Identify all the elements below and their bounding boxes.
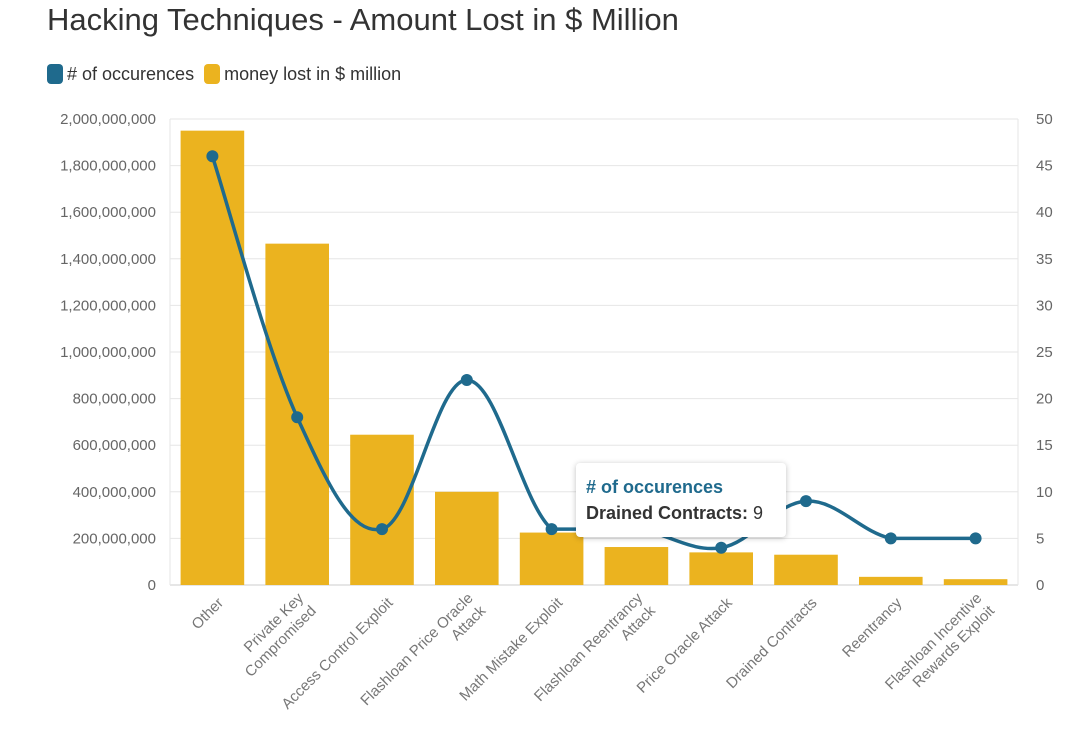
- x-tick-label: Other: [188, 595, 227, 634]
- legend-label-occurences: # of occurences: [67, 63, 195, 84]
- line-point: [715, 541, 728, 554]
- line-point: [291, 411, 304, 424]
- y-left-tick-label: 0: [148, 577, 156, 594]
- tooltip-label: Drained Contracts:: [586, 503, 749, 523]
- line-point: [206, 150, 219, 163]
- legend-swatch-occurences: [47, 64, 63, 84]
- y-right-tick-label: 50: [1036, 111, 1053, 128]
- y-right-tick-label: 15: [1036, 437, 1053, 454]
- y-left-tick-label: 1,600,000,000: [60, 204, 156, 221]
- y-right-tick-label: 0: [1036, 577, 1044, 594]
- bar: [519, 532, 584, 585]
- bar: [604, 547, 669, 585]
- bar: [859, 576, 923, 585]
- y-left-tick-label: 200,000,000: [73, 530, 156, 547]
- y-right-tick-label: 20: [1036, 391, 1053, 408]
- tooltip: # of occurences Drained Contracts: 9: [576, 463, 786, 537]
- y-left-tick-label: 800,000,000: [73, 391, 156, 408]
- bar: [943, 579, 1008, 585]
- y-right-tick-label: 30: [1036, 297, 1053, 314]
- line-point: [800, 495, 812, 508]
- bar: [774, 554, 838, 585]
- y-right-tick-label: 40: [1036, 204, 1053, 221]
- y-left-tick-label: 600,000,000: [73, 437, 156, 454]
- y-left-tick-label: 400,000,000: [73, 484, 156, 501]
- legend-item-money-lost[interactable]: money lost in $ million: [204, 64, 401, 85]
- y-left-tick-label: 1,000,000,000: [60, 344, 156, 361]
- line-point: [969, 532, 982, 545]
- bar: [689, 552, 753, 585]
- y-left-tick-label: 1,800,000,000: [60, 158, 156, 175]
- line-point: [376, 523, 388, 536]
- y-right-tick-label: 35: [1036, 251, 1053, 268]
- bar: [435, 491, 499, 585]
- bar: [180, 130, 245, 585]
- x-tick-label-line: Drained Contracts: [723, 595, 821, 693]
- line-point: [545, 523, 558, 536]
- y-left-tick-label: 1,200,000,000: [60, 297, 156, 314]
- legend-item-occurences[interactable]: # of occurences: [47, 64, 194, 85]
- line-series-occurences: [210, 155, 976, 551]
- y-left-tick-label: 1,400,000,000: [60, 251, 156, 268]
- x-tick-label: Private KeyCompromised: [229, 589, 320, 680]
- y-right-tick-label: 5: [1036, 530, 1044, 547]
- x-tick-label: Reentrancy: [839, 594, 906, 661]
- x-tick-label-line: Reentrancy: [839, 594, 906, 661]
- y-left-tick-label: 2,000,000,000: [60, 111, 156, 128]
- x-tick-label: Drained Contracts: [723, 595, 821, 693]
- x-tick-label-line: Other: [188, 595, 227, 634]
- y-right-tick-label: 10: [1036, 484, 1053, 501]
- tooltip-value: 9: [753, 503, 764, 523]
- y-right-tick-label: 45: [1036, 158, 1053, 175]
- legend-swatch-money-lost: [204, 64, 221, 84]
- line-point: [460, 373, 473, 386]
- legend-label-money-lost: money lost in $ million: [224, 63, 402, 84]
- tooltip-title: # of occurences: [586, 477, 724, 497]
- legend: # of occurences money lost in $ million: [47, 62, 411, 86]
- y-right-tick-label: 25: [1036, 344, 1053, 361]
- bar: [350, 434, 414, 585]
- line-point: [884, 532, 897, 545]
- chart-title: Hacking Techniques - Amount Lost in $ Mi…: [47, 2, 679, 37]
